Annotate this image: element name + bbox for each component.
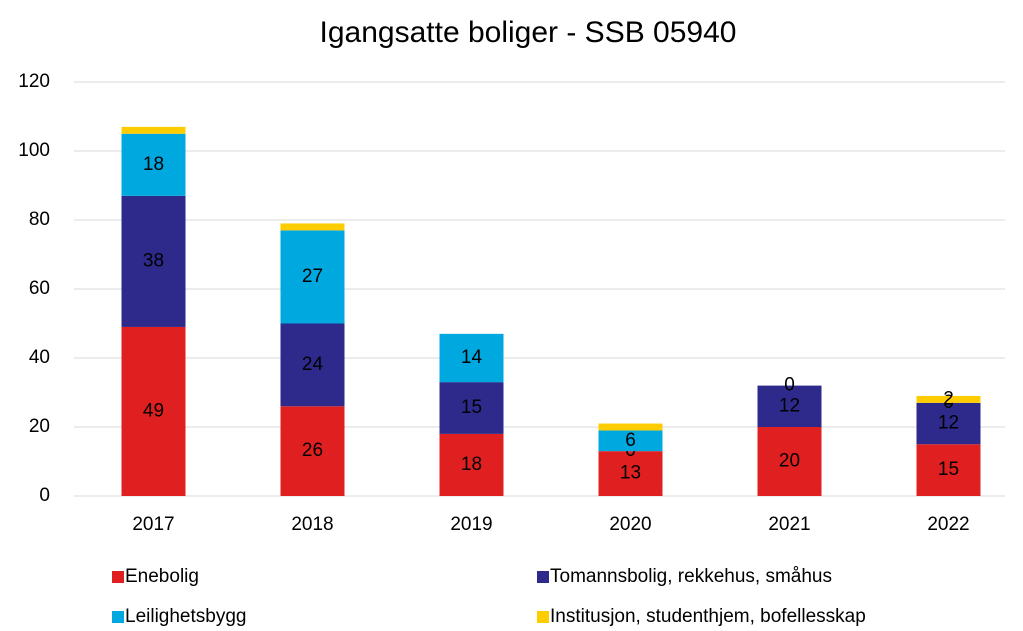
bar-segment <box>439 333 504 383</box>
bar-segment <box>757 385 822 427</box>
bar-segment <box>916 444 981 496</box>
y-tick-label: 20 <box>29 416 50 437</box>
bar-segment <box>598 423 663 431</box>
data-label: 14 <box>461 347 483 368</box>
y-tick-label: 100 <box>18 140 50 161</box>
bar-segment <box>280 230 345 324</box>
legend-swatch <box>537 611 549 623</box>
data-label: 18 <box>143 154 164 175</box>
data-label: 38 <box>143 250 164 271</box>
data-label: 15 <box>938 459 959 480</box>
legend-swatch <box>112 571 124 583</box>
x-tick-label: 2017 <box>132 514 174 535</box>
data-label: 6 <box>625 430 636 451</box>
legend-swatch <box>112 611 124 623</box>
bar-segment <box>121 133 186 196</box>
bar-segment <box>916 395 981 403</box>
x-tick-label: 2020 <box>609 514 651 535</box>
legend-label: Enebolig <box>125 566 199 587</box>
bar-segment <box>280 223 345 231</box>
bar-segment <box>916 402 981 445</box>
y-tick-label: 120 <box>18 71 50 92</box>
x-tick-label: 2022 <box>927 514 969 535</box>
legend-swatch <box>537 571 549 583</box>
data-label: 12 <box>938 413 959 434</box>
data-label: 18 <box>461 454 482 475</box>
y-tick-label: 80 <box>29 209 50 230</box>
data-label: 27 <box>302 266 323 287</box>
data-label: 0 <box>784 375 795 396</box>
bar-segment <box>757 427 822 496</box>
bar-segment <box>439 382 504 434</box>
bar-segment <box>598 451 663 496</box>
x-tick-label: 2019 <box>450 514 492 535</box>
bar-segment <box>280 323 345 407</box>
bar-segment <box>280 406 345 496</box>
data-label: 24 <box>302 354 324 375</box>
legend-label: Institusjon, studenthjem, bofellesskap <box>550 606 866 627</box>
data-label: 13 <box>620 463 641 484</box>
y-tick-label: 60 <box>29 278 50 299</box>
x-tick-label: 2021 <box>768 514 810 535</box>
data-label: 20 <box>779 451 800 472</box>
y-tick-label: 40 <box>29 347 50 368</box>
data-label: 49 <box>143 400 164 421</box>
chart-title: Igangsatte boliger - SSB 05940 <box>320 16 737 49</box>
bar-segment <box>121 326 186 496</box>
data-label: 15 <box>461 397 482 418</box>
bar-segment <box>121 126 186 134</box>
bar-segment <box>598 430 663 452</box>
bar-segment <box>439 433 504 496</box>
data-label: 26 <box>302 440 323 461</box>
data-label: 12 <box>779 395 800 416</box>
legend-label: Tomannsbolig, rekkehus, småhus <box>550 566 832 587</box>
legend-label: Leilighetsbygg <box>125 606 246 627</box>
x-tick-label: 2018 <box>291 514 333 535</box>
data-label: 2 <box>943 388 954 409</box>
bar-segment <box>121 195 186 327</box>
y-tick-label: 0 <box>39 485 50 506</box>
